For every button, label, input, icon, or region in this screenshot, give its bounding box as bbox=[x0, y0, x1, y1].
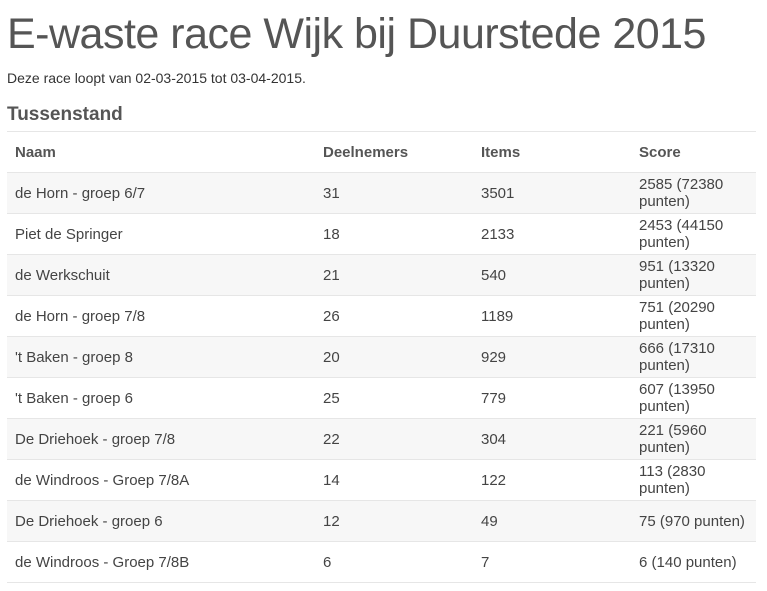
column-header-items: Items bbox=[473, 131, 631, 173]
cell-naam: de Windroos - Groep 7/8A bbox=[7, 459, 315, 501]
table-row: 't Baken - groep 8 20 929 666 (17310 pun… bbox=[7, 336, 756, 378]
table-row: de Horn - groep 6/7 31 3501 2585 (72380 … bbox=[7, 172, 756, 214]
table-row: de Horn - groep 7/8 26 1189 751 (20290 p… bbox=[7, 295, 756, 337]
cell-items: 540 bbox=[473, 254, 631, 296]
cell-naam: de Horn - groep 7/8 bbox=[7, 295, 315, 337]
cell-score: 75 (970 punten) bbox=[631, 500, 756, 542]
table-row: 't Baken - groep 6 25 779 607 (13950 pun… bbox=[7, 377, 756, 419]
cell-score: 6 (140 punten) bbox=[631, 541, 756, 583]
table-header-row: Naam Deelnemers Items Score bbox=[7, 131, 756, 173]
cell-deelnemers: 25 bbox=[315, 377, 473, 419]
cell-deelnemers: 6 bbox=[315, 541, 473, 583]
table-row: de Windroos - Groep 7/8A 14 122 113 (283… bbox=[7, 459, 756, 501]
cell-deelnemers: 14 bbox=[315, 459, 473, 501]
cell-naam: 't Baken - groep 8 bbox=[7, 336, 315, 378]
cell-naam: De Driehoek - groep 6 bbox=[7, 500, 315, 542]
cell-deelnemers: 31 bbox=[315, 172, 473, 214]
cell-deelnemers: 18 bbox=[315, 213, 473, 255]
cell-deelnemers: 22 bbox=[315, 418, 473, 460]
cell-items: 122 bbox=[473, 459, 631, 501]
cell-items: 929 bbox=[473, 336, 631, 378]
page-title: E-waste race Wijk bij Duurstede 2015 bbox=[7, 10, 706, 58]
cell-naam: de Werkschuit bbox=[7, 254, 315, 296]
cell-deelnemers: 20 bbox=[315, 336, 473, 378]
cell-score: 666 (17310 punten) bbox=[631, 336, 756, 378]
section-title: Tussenstand bbox=[7, 104, 123, 125]
cell-naam: 't Baken - groep 6 bbox=[7, 377, 315, 419]
table-row: de Werkschuit 21 540 951 (13320 punten) bbox=[7, 254, 756, 296]
cell-items: 2133 bbox=[473, 213, 631, 255]
cell-score: 2585 (72380 punten) bbox=[631, 172, 756, 214]
cell-items: 304 bbox=[473, 418, 631, 460]
race-period-text: Deze race loopt van 02-03-2015 tot 03-04… bbox=[7, 70, 306, 86]
cell-deelnemers: 12 bbox=[315, 500, 473, 542]
column-header-score: Score bbox=[631, 131, 756, 173]
table-row: De Driehoek - groep 6 12 49 75 (970 punt… bbox=[7, 500, 756, 542]
cell-naam: De Driehoek - groep 7/8 bbox=[7, 418, 315, 460]
cell-score: 607 (13950 punten) bbox=[631, 377, 756, 419]
column-header-deelnemers: Deelnemers bbox=[315, 131, 473, 173]
cell-naam: de Horn - groep 6/7 bbox=[7, 172, 315, 214]
cell-items: 49 bbox=[473, 500, 631, 542]
standings-table: Naam Deelnemers Items Score de Horn - gr… bbox=[7, 131, 756, 583]
table-row: de Windroos - Groep 7/8B 6 7 6 (140 punt… bbox=[7, 541, 756, 583]
cell-items: 779 bbox=[473, 377, 631, 419]
cell-score: 2453 (44150 punten) bbox=[631, 213, 756, 255]
cell-items: 1189 bbox=[473, 295, 631, 337]
cell-items: 7 bbox=[473, 541, 631, 583]
cell-items: 3501 bbox=[473, 172, 631, 214]
table-row: Piet de Springer 18 2133 2453 (44150 pun… bbox=[7, 213, 756, 255]
table-row: De Driehoek - groep 7/8 22 304 221 (5960… bbox=[7, 418, 756, 460]
cell-deelnemers: 21 bbox=[315, 254, 473, 296]
cell-deelnemers: 26 bbox=[315, 295, 473, 337]
cell-score: 113 (2830 punten) bbox=[631, 459, 756, 501]
cell-naam: Piet de Springer bbox=[7, 213, 315, 255]
column-header-naam: Naam bbox=[7, 131, 315, 173]
cell-score: 221 (5960 punten) bbox=[631, 418, 756, 460]
cell-naam: de Windroos - Groep 7/8B bbox=[7, 541, 315, 583]
cell-score: 951 (13320 punten) bbox=[631, 254, 756, 296]
cell-score: 751 (20290 punten) bbox=[631, 295, 756, 337]
